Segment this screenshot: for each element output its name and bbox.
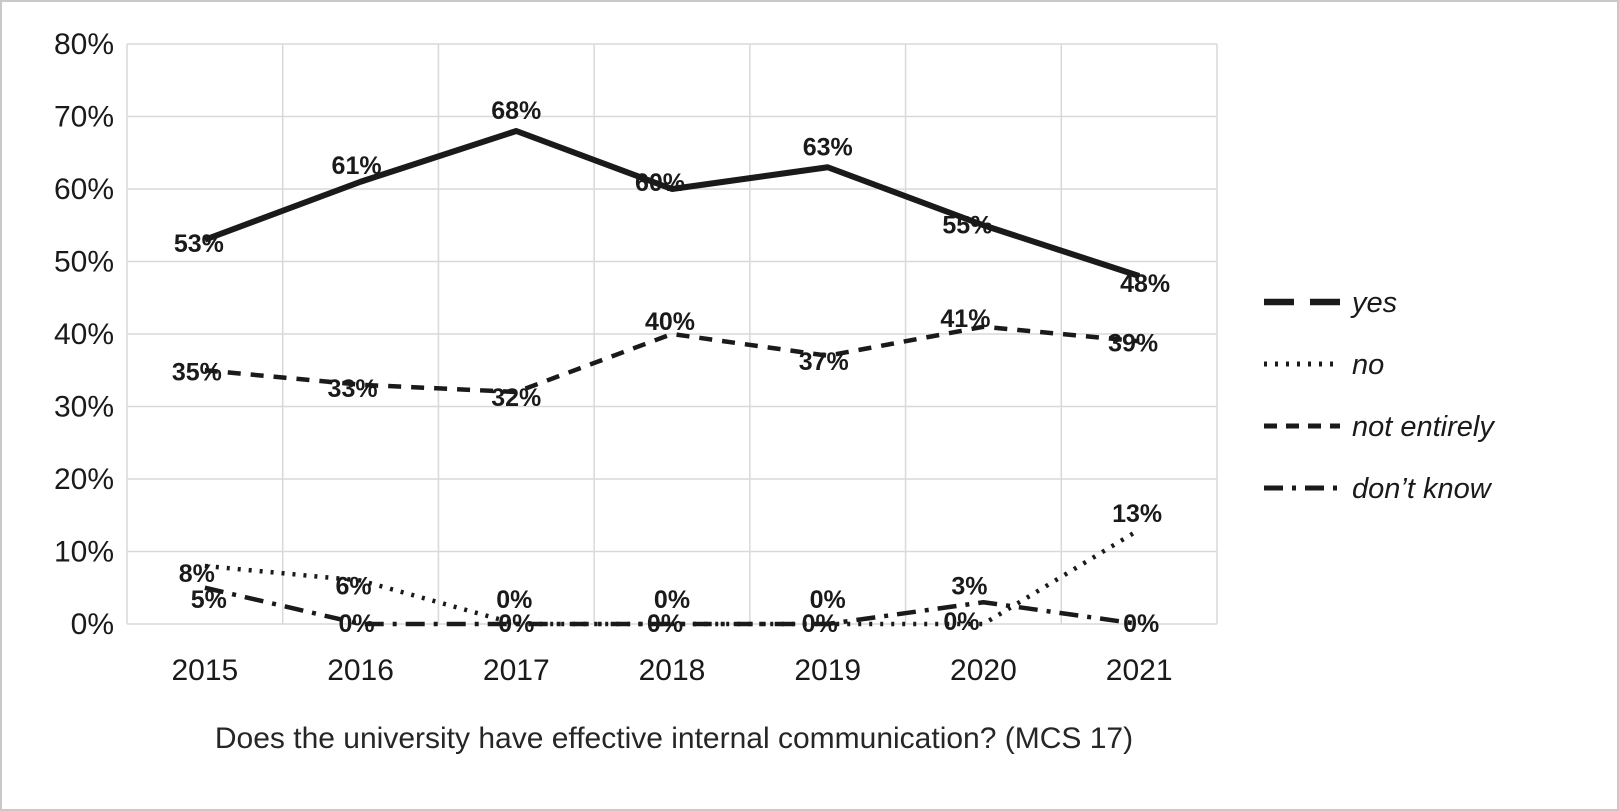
axis-labels: 0% 10% 20% 30% 40% 50% 60% 70% 80% 2015 2016 2017 20… — [54, 28, 1173, 687]
legend-item-no: no — [1264, 349, 1384, 381]
data-label: 13% — [1112, 500, 1162, 528]
x-tick-label: 2020 — [950, 654, 1017, 687]
data-label: 3% — [951, 572, 987, 600]
legend-label-no: no — [1352, 349, 1384, 381]
data-label: 55% — [942, 211, 992, 239]
x-tick-label: 2017 — [483, 654, 550, 687]
legend-item-yes: yes — [1264, 287, 1397, 319]
data-label: 0% — [498, 610, 534, 638]
data-label: 60% — [635, 169, 685, 197]
legend-item-not-entirely: not entirely — [1264, 411, 1495, 443]
data-label: 37% — [799, 348, 849, 376]
y-tick-label: 50% — [54, 246, 114, 279]
data-label: 6% — [336, 573, 372, 601]
data-label: 0% — [1123, 610, 1159, 638]
data-label: 0% — [810, 586, 846, 614]
series-line-3 — [204, 585, 1140, 627]
x-tick-label: 2019 — [794, 654, 861, 687]
chart-title: Does the university have effective inter… — [215, 722, 1133, 755]
legend-item-dont-know: don’t know — [1264, 473, 1493, 505]
y-tick-label: 0% — [71, 608, 114, 641]
y-tick-label: 40% — [54, 318, 114, 351]
series-lines — [203, 128, 1141, 627]
y-tick-label: 10% — [54, 536, 114, 569]
data-label: 53% — [174, 230, 224, 258]
x-tick-label: 2018 — [639, 654, 706, 687]
data-label: 0% — [647, 610, 683, 638]
legend-label-dont-know: don’t know — [1352, 473, 1493, 505]
data-label: 0% — [802, 610, 838, 638]
y-tick-label: 30% — [54, 391, 114, 424]
data-label: 0% — [654, 586, 690, 614]
data-labels: 53%61%68%60%63%55%48%8% 6% 0% 0% 0%0%13%35%3… — [172, 97, 1170, 638]
series-line-2 — [204, 324, 1140, 395]
data-label: 35% — [172, 358, 222, 386]
data-label: 40% — [645, 308, 695, 336]
series-line-0 — [203, 128, 1141, 279]
y-tick-label: 80% — [54, 28, 114, 61]
data-label: 8% — [179, 560, 215, 588]
series-line-1 — [204, 527, 1141, 627]
data-label: 0% — [943, 608, 979, 636]
legend-label-not-entirely: not entirely — [1352, 411, 1495, 443]
y-tick-label: 70% — [54, 101, 114, 134]
data-label: 33% — [328, 375, 378, 403]
x-tick-label: 2016 — [327, 654, 394, 687]
data-label: 0% — [496, 586, 532, 614]
legend: yes no not entirely don’t know — [1264, 287, 1495, 505]
x-tick-label: 2015 — [171, 654, 238, 687]
data-label: 39% — [1108, 329, 1158, 357]
data-label: 68% — [491, 97, 541, 125]
gridlines — [126, 43, 1218, 625]
legend-label-yes: yes — [1350, 287, 1397, 319]
data-label: 32% — [491, 384, 541, 412]
data-label: 5% — [191, 586, 227, 614]
data-label: 61% — [332, 152, 382, 180]
y-tick-label: 60% — [54, 173, 114, 206]
data-label: 0% — [339, 610, 375, 638]
data-label: 41% — [940, 305, 990, 333]
data-label: 48% — [1120, 270, 1170, 298]
x-tick-label: 2021 — [1106, 654, 1173, 687]
data-label: 63% — [803, 133, 853, 161]
y-tick-label: 20% — [54, 463, 114, 496]
